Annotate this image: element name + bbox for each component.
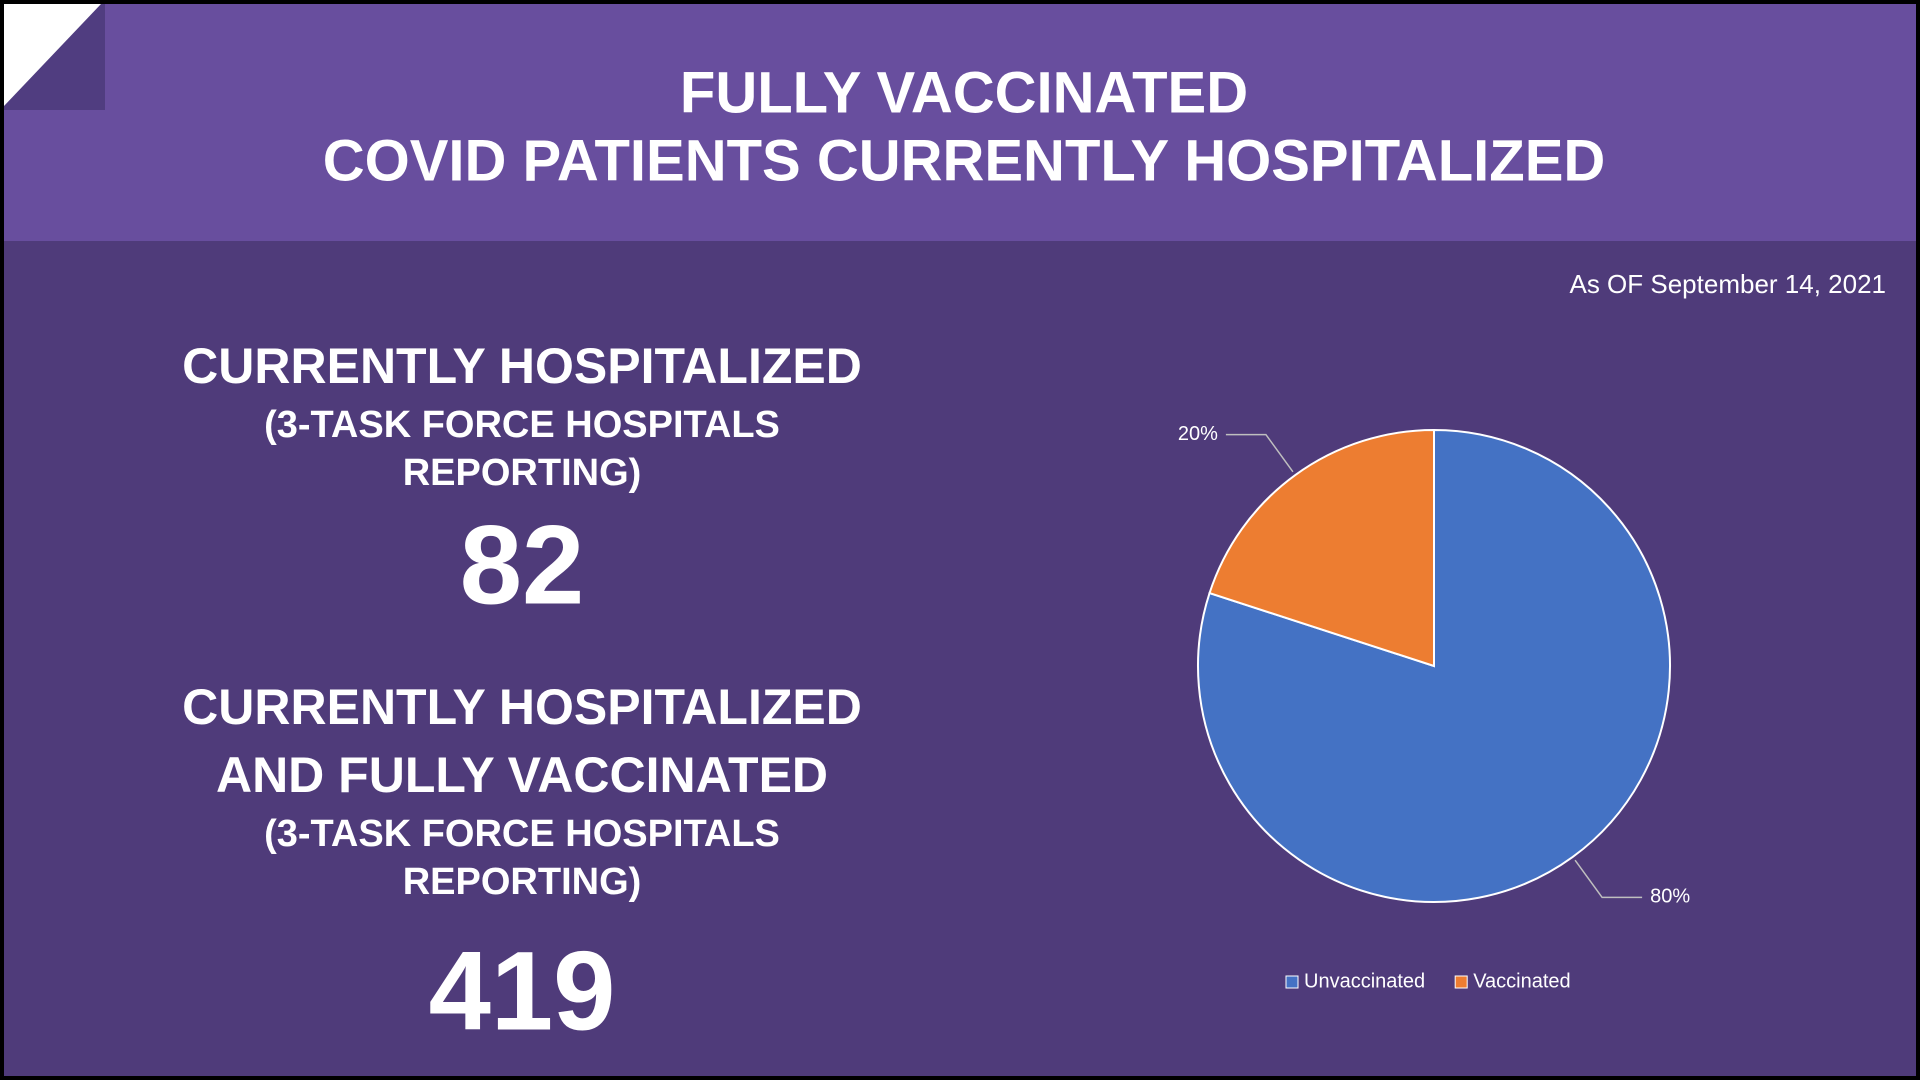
stat-heading: AND FULLY VACCINATED [216, 747, 828, 803]
header-band [4, 4, 1916, 241]
stat-subheading: REPORTING) [403, 861, 642, 903]
stat-heading: CURRENTLY HOSPITALIZED [182, 679, 862, 735]
stat-heading: CURRENTLY HOSPITALIZED [182, 338, 862, 394]
data-label: 80% [1650, 886, 1690, 908]
pie-slice [1208, 428, 1435, 668]
as-of-date: As OF September 14, 2021 [1569, 269, 1886, 299]
stat-value: 82 [460, 503, 585, 628]
stat-value: 419 [429, 929, 616, 1054]
stat-subheading: REPORTING) [403, 452, 642, 494]
stat-subheading: (3-TASK FORCE HOSPITALS [264, 404, 780, 446]
title-line: FULLY VACCINATED [680, 60, 1248, 125]
leader-line [1574, 859, 1643, 899]
legend-label: Vaccinated [1473, 970, 1570, 992]
title-line: COVID PATIENTS CURRENTLY HOSPITALIZED [323, 128, 1606, 193]
data-label: 20% [1178, 423, 1218, 445]
legend-swatch [1454, 975, 1468, 989]
corner-page [4, 4, 101, 106]
legend-label: Unvaccinated [1304, 970, 1425, 992]
leader-line [1225, 433, 1294, 473]
stat-subheading: (3-TASK FORCE HOSPITALS [264, 813, 780, 855]
legend-swatch [1285, 975, 1299, 989]
